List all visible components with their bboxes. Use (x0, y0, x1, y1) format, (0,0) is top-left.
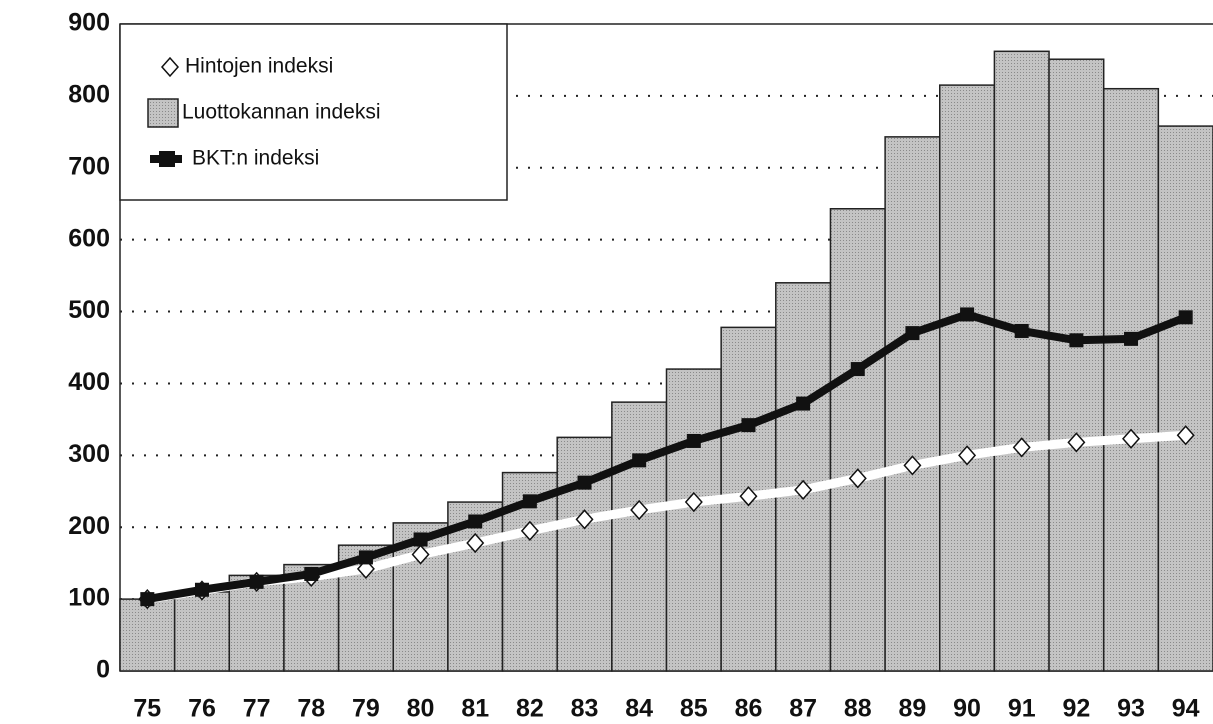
point (632, 453, 647, 468)
point (796, 396, 811, 411)
y-tick-label: 0 (96, 656, 110, 684)
point (358, 550, 373, 565)
point (905, 326, 920, 341)
point (1122, 428, 1141, 449)
x-tick-label: 94 (1172, 695, 1200, 723)
bar (993, 50, 1050, 672)
point (468, 514, 483, 529)
bar (1048, 58, 1105, 672)
point (304, 566, 319, 581)
bar (173, 591, 231, 672)
bar (1102, 87, 1160, 672)
point (684, 491, 703, 513)
x-tick-label: 81 (461, 695, 489, 723)
x-tick-label: 82 (516, 695, 544, 723)
point (960, 307, 975, 322)
y-tick-label: 200 (68, 512, 110, 540)
y-tick-label: 400 (68, 368, 110, 396)
x-tick-label: 91 (1008, 695, 1036, 723)
x-tick-label: 79 (352, 695, 380, 723)
x-tick-label: 80 (407, 695, 435, 723)
legend-label: Luottokannan indeksi (182, 101, 381, 124)
x-tick-label: 78 (297, 695, 325, 723)
x-tick-label: 85 (680, 695, 708, 723)
x-tick-label: 89 (899, 695, 927, 723)
bar (1157, 125, 1213, 672)
x-tick-label: 84 (625, 695, 653, 723)
point (194, 582, 209, 597)
x-tick-label: 88 (844, 695, 872, 723)
point (630, 499, 649, 521)
x-tick-label: 93 (1117, 695, 1145, 723)
point (794, 479, 813, 500)
x-tick-label: 87 (789, 695, 817, 723)
point (903, 455, 922, 476)
legend-swatch (160, 56, 180, 78)
line (142, 430, 1191, 604)
bar (119, 598, 176, 672)
legend-label: BKT:n indeksi (192, 147, 319, 170)
point (848, 468, 867, 489)
point (958, 445, 977, 466)
x-tick-label: 86 (735, 695, 763, 723)
y-tick-label: 100 (68, 584, 110, 612)
y-tick-label: 600 (68, 224, 110, 252)
marks (119, 50, 1213, 672)
x-tick-label: 75 (133, 695, 161, 723)
y-tick-label: 500 (68, 296, 110, 324)
point (466, 532, 485, 554)
x-tick-label: 92 (1062, 695, 1090, 723)
x-tick-label: 90 (953, 695, 981, 723)
line (143, 310, 1190, 604)
bar (884, 136, 941, 672)
point (1067, 432, 1086, 453)
point (1176, 425, 1195, 446)
y-tick-label: 700 (68, 152, 110, 180)
point (413, 532, 428, 547)
legend-box (119, 23, 508, 201)
point (850, 362, 865, 377)
legend-swatch (159, 151, 175, 167)
bar (611, 401, 668, 672)
point (249, 574, 264, 589)
point (1014, 323, 1029, 338)
point (140, 592, 155, 607)
point (411, 544, 430, 565)
legend-label: Hintojen indeksi (185, 55, 333, 78)
y-tick-label: 800 (68, 80, 110, 108)
point (356, 558, 375, 580)
x-tick-label: 77 (243, 695, 271, 723)
y-tick-label: 300 (68, 440, 110, 468)
x-tick-label: 83 (571, 695, 599, 723)
legend: Hintojen indeksi Luottokannan indeksi BKT:… (119, 23, 508, 201)
x-tick-label: 76 (188, 695, 216, 723)
bar (829, 208, 886, 672)
point (686, 433, 701, 448)
bar (939, 84, 996, 672)
bar (665, 368, 722, 672)
point (1124, 331, 1139, 346)
legend-swatch (147, 98, 179, 128)
y-tick-label: 900 (68, 9, 110, 37)
point (575, 509, 594, 530)
point (577, 475, 592, 490)
point (1178, 310, 1193, 325)
point (741, 418, 756, 433)
point (520, 520, 539, 541)
bar (775, 282, 832, 672)
point (739, 486, 758, 507)
point (1012, 437, 1031, 458)
point (522, 494, 537, 509)
point (1069, 333, 1084, 348)
